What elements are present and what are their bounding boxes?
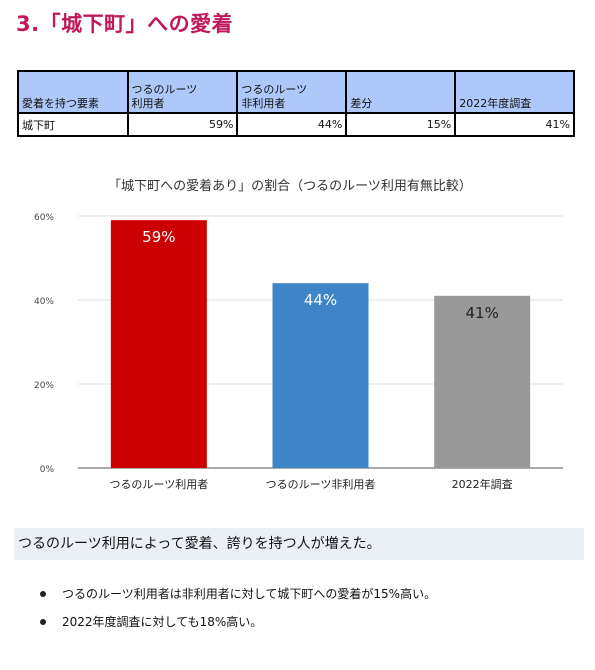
y-tick-label: 0% [40,465,55,475]
table-cell: 44% [236,112,348,137]
bar [434,295,531,468]
table-cell: 59% [126,112,239,137]
bar-chart: 「城下町への愛着あり」の割合（つるのルーツ利用有無比較） 0% 20% 40% 60%… [34,178,563,491]
summary-table: 愛着を持つ要素 つるのルーツ 利用者 つるのルーツ 非利用者 差分 2022年度… [17,70,575,137]
bullet-icon [40,619,46,625]
chart-title: 「城下町への愛着あり」の割合（つるのルーツ利用有無比較） [108,178,472,194]
data-label: 59% [142,228,175,246]
table-row: 城下町 59% 44% 15% 41% [17,112,575,137]
bullet-icon [40,591,46,597]
y-tick-label: 60% [34,213,54,223]
table-header-cell: つるのルーツ 利用者 [126,70,239,114]
x-tick-label: つるのルーツ利用者 [109,478,208,491]
x-tick-label: 2022年調査 [452,477,513,491]
table-cell: 城下町 [17,112,129,137]
header-line: つるのルーツ 非利用者 [241,83,308,110]
data-label: 41% [465,304,498,322]
conclusion-banner: つるのルーツ利用によって愛着、誇りを持つ人が増えた。 [14,528,584,560]
list-item-text: 2022年度調査に対しても18%高い。 [62,615,263,629]
list-item: 2022年度調査に対しても18%高い。 [0,608,436,636]
x-tick-label: つるのルーツ非利用者 [266,478,376,491]
bar [272,283,369,468]
bullet-list: つるのルーツ利用者は非利用者に対して城下町への愛着が15%高い。 2022年度調… [0,580,436,636]
bar [110,220,207,468]
table-cell: 15% [345,112,457,137]
section-heading: 3.「城下町」への愛着 [16,12,234,36]
table-header-cell: 愛着を持つ要素 [17,70,129,114]
header-line: つるのルーツ 利用者 [131,83,198,110]
y-tick-label: 20% [34,381,54,391]
table-header-cell: つるのルーツ 非利用者 [236,70,348,114]
table-header-cell: 差分 [345,70,457,114]
table-header-cell: 2022年度調査 [454,70,575,114]
data-label: 44% [304,291,337,309]
list-item: つるのルーツ利用者は非利用者に対して城下町への愛着が15%高い。 [0,580,436,608]
table-header-row: 愛着を持つ要素 つるのルーツ 利用者 つるのルーツ 非利用者 差分 2022年度… [17,70,575,114]
table-cell: 41% [454,112,575,137]
y-tick-label: 40% [34,297,54,307]
list-item-text: つるのルーツ利用者は非利用者に対して城下町への愛着が15%高い。 [62,587,437,601]
